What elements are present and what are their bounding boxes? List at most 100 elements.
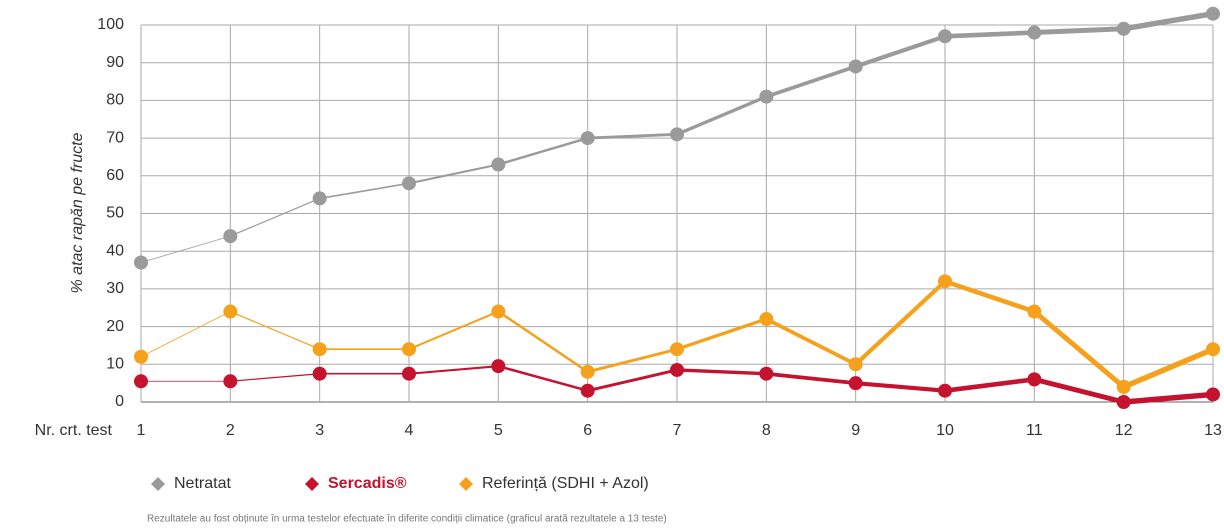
y-axis-label: % atac rapăn pe fructe (69, 132, 86, 293)
x-tick-label: 7 (673, 422, 682, 439)
marker (134, 349, 148, 364)
series (134, 6, 1220, 270)
marker (402, 176, 416, 191)
marker (848, 59, 863, 74)
y-tick-label: 50 (106, 205, 124, 222)
marker (670, 342, 684, 357)
line-segment (1120, 346, 1216, 390)
line-segment (140, 311, 231, 358)
marker (848, 357, 863, 372)
line-segment (497, 136, 589, 166)
marker (1206, 342, 1220, 357)
marker (848, 376, 863, 391)
line-segment (942, 30, 1037, 39)
line-segment (497, 364, 589, 392)
y-tick-label: 70 (106, 129, 124, 146)
line-segment (407, 365, 500, 375)
line-segment (407, 163, 500, 185)
series (134, 274, 1220, 394)
marker (491, 157, 506, 172)
x-tick-label: 3 (315, 422, 324, 439)
marker (759, 312, 774, 327)
x-tick-label: 10 (936, 422, 954, 439)
marker (759, 89, 774, 104)
x-tick-label: 2 (226, 422, 235, 439)
line-segment (942, 279, 1037, 314)
line-segment (229, 310, 321, 350)
y-tick-label: 10 (106, 356, 124, 373)
marker (223, 374, 238, 389)
y-tick-label: 80 (106, 92, 124, 109)
footnote: Rezultatele au fost obținute în urma tes… (147, 514, 667, 525)
line-segment (586, 347, 679, 374)
x-tick-label: 1 (137, 422, 146, 439)
marker (1027, 25, 1042, 40)
y-tick-label: 40 (106, 242, 124, 259)
line-segment (675, 368, 768, 376)
marker (938, 274, 952, 289)
line-segment (1031, 309, 1127, 390)
line-segment (764, 371, 858, 386)
line-segment (140, 235, 231, 263)
marker (670, 127, 684, 142)
marker (491, 359, 506, 374)
marker (402, 366, 416, 381)
line-segment (229, 197, 321, 237)
line-segment (497, 310, 589, 374)
marker (223, 304, 238, 319)
marker (134, 255, 148, 270)
series (134, 359, 1220, 409)
legend-label: Netratat (174, 475, 231, 492)
legend-marker (305, 477, 319, 491)
line-segment (229, 373, 321, 382)
x-tick-label: 6 (583, 422, 592, 439)
line-segment (1120, 10, 1216, 32)
line-segment (942, 377, 1037, 393)
marker (1027, 304, 1042, 319)
marker (1116, 379, 1131, 394)
legend-label: Referință (SDHI + Azol) (482, 475, 649, 492)
marker (312, 191, 327, 206)
line-segment (586, 132, 679, 140)
x-tick-label: 8 (762, 422, 771, 439)
line-segment (764, 64, 858, 99)
line-segment (853, 279, 948, 367)
y-tick-label: 30 (106, 280, 124, 297)
marker (1206, 6, 1220, 21)
line-segment (1120, 391, 1216, 405)
legend-marker (151, 477, 165, 491)
line-segment (318, 182, 410, 200)
marker (580, 364, 595, 379)
marker (1027, 372, 1042, 387)
marker (312, 342, 327, 357)
y-tick-label: 100 (97, 16, 124, 33)
legend-marker (459, 477, 473, 491)
line-segment (1031, 26, 1127, 36)
line-segment (675, 317, 768, 351)
x-tick-label: 13 (1204, 422, 1222, 439)
line-segment (764, 317, 858, 367)
x-tick-label: 12 (1115, 422, 1133, 439)
marker (1206, 387, 1220, 402)
x-axis-label: Nr. crt. test (35, 422, 113, 439)
marker (580, 131, 595, 146)
y-tick-label: 20 (106, 318, 124, 335)
x-tick-label: 5 (494, 422, 503, 439)
marker (580, 383, 595, 398)
y-tick-label: 90 (106, 54, 124, 71)
y-tick-label: 60 (106, 167, 124, 184)
marker (312, 366, 327, 381)
marker (491, 304, 506, 319)
marker (223, 229, 238, 244)
marker (134, 374, 148, 389)
line-segment (1031, 376, 1127, 405)
x-tick-label: 9 (851, 422, 860, 439)
legend-label: Sercadis® (328, 475, 407, 492)
marker (759, 366, 774, 381)
marker (938, 29, 952, 44)
marker (938, 383, 952, 398)
line-segment (675, 94, 768, 136)
marker (1116, 21, 1131, 36)
marker (402, 342, 416, 357)
line-segment (407, 310, 500, 351)
